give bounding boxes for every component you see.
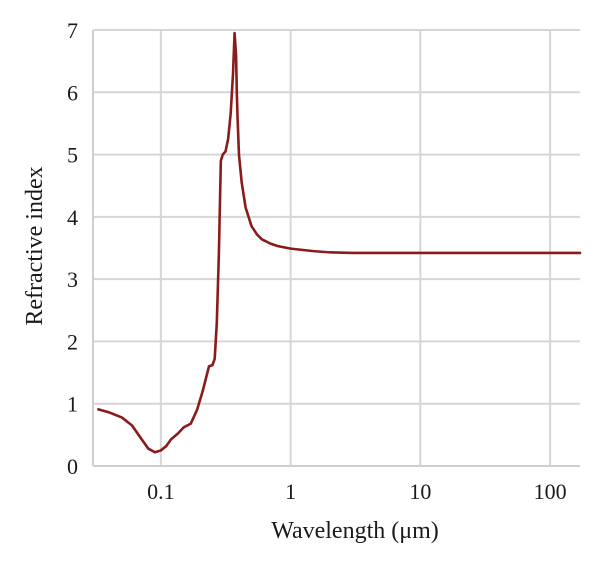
y-tick-label: 6 <box>67 80 78 105</box>
y-tick-label: 4 <box>67 205 78 230</box>
x-tick-label: 100 <box>534 479 567 504</box>
series-line <box>97 31 582 454</box>
axes <box>92 30 580 467</box>
x-tick-label: 1 <box>285 479 296 504</box>
y-tick-label: 7 <box>67 18 78 43</box>
y-tick-label: 3 <box>67 267 78 292</box>
x-tick-label: 10 <box>409 479 431 504</box>
y-tick-label: 0 <box>67 454 78 479</box>
x-axis-tick-labels: 0.1 1 10 100 <box>147 479 567 504</box>
x-tick-label: 0.1 <box>147 479 175 504</box>
x-axis-label: Wavelength (μm) <box>271 518 439 544</box>
y-axis-tick-labels: 0 1 2 3 4 5 6 7 <box>67 18 78 479</box>
grid <box>93 29 580 466</box>
y-tick-label: 2 <box>67 329 78 354</box>
series-group <box>97 31 582 454</box>
y-tick-label: 1 <box>67 392 78 417</box>
y-axis-label: Refractive index <box>22 166 48 325</box>
y-tick-label: 5 <box>67 143 78 168</box>
